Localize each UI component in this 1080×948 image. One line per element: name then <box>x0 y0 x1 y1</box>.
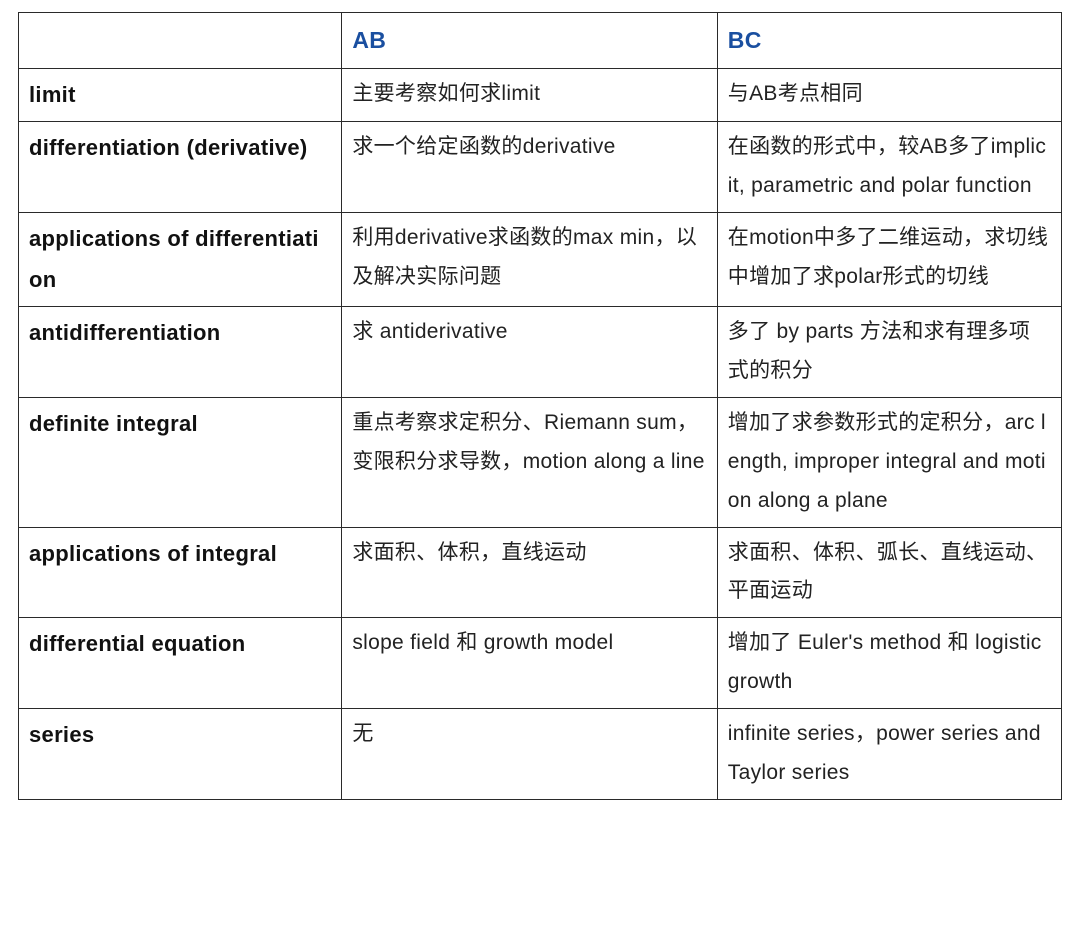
table-row: differentiation (derivative) 求一个给定函数的der… <box>19 122 1062 213</box>
topic-cell: series <box>19 708 342 799</box>
table-header-row: AB BC <box>19 13 1062 69</box>
table-row: definite integral 重点考察求定积分、Riemann sum，变… <box>19 397 1062 527</box>
table-row: limit 主要考察如何求limit 与AB考点相同 <box>19 68 1062 122</box>
ab-cell: 无 <box>342 708 717 799</box>
ab-cell: 重点考察求定积分、Riemann sum，变限积分求导数，motion alon… <box>342 397 717 527</box>
topic-cell: definite integral <box>19 397 342 527</box>
ab-cell: 利用derivative求函数的max min，以及解决实际问题 <box>342 212 717 306</box>
table-row: series 无 infinite series，power series an… <box>19 708 1062 799</box>
topic-cell: differentiation (derivative) <box>19 122 342 213</box>
bc-cell: 在函数的形式中，较AB多了implicit, parametric and po… <box>717 122 1061 213</box>
bc-cell: 增加了 Euler's method 和 logistic growth <box>717 618 1061 709</box>
table-row: antidifferentiation 求 antiderivative 多了 … <box>19 307 1062 398</box>
topic-cell: applications of integral <box>19 527 342 618</box>
header-ab: AB <box>342 13 717 69</box>
bc-cell: infinite series，power series and Taylor … <box>717 708 1061 799</box>
header-bc: BC <box>717 13 1061 69</box>
ab-cell: 求一个给定函数的derivative <box>342 122 717 213</box>
table-row: differential equation slope field 和 grow… <box>19 618 1062 709</box>
header-empty <box>19 13 342 69</box>
bc-cell: 在motion中多了二维运动，求切线中增加了求polar形式的切线 <box>717 212 1061 306</box>
table-row: applications of integral 求面积、体积，直线运动 求面积… <box>19 527 1062 618</box>
ab-cell: 求 antiderivative <box>342 307 717 398</box>
topic-cell: differential equation <box>19 618 342 709</box>
bc-cell: 与AB考点相同 <box>717 68 1061 122</box>
bc-cell: 求面积、体积、弧长、直线运动、平面运动 <box>717 527 1061 618</box>
topic-cell: limit <box>19 68 342 122</box>
topic-cell: applications of differentiation <box>19 212 342 306</box>
ab-cell: 求面积、体积，直线运动 <box>342 527 717 618</box>
table-row: applications of differentiation 利用deriva… <box>19 212 1062 306</box>
ab-cell: slope field 和 growth model <box>342 618 717 709</box>
bc-cell: 多了 by parts 方法和求有理多项式的积分 <box>717 307 1061 398</box>
comparison-table: AB BC limit 主要考察如何求limit 与AB考点相同 differe… <box>18 12 1062 800</box>
bc-cell: 增加了求参数形式的定积分，arc length, improper integr… <box>717 397 1061 527</box>
ab-cell: 主要考察如何求limit <box>342 68 717 122</box>
topic-cell: antidifferentiation <box>19 307 342 398</box>
